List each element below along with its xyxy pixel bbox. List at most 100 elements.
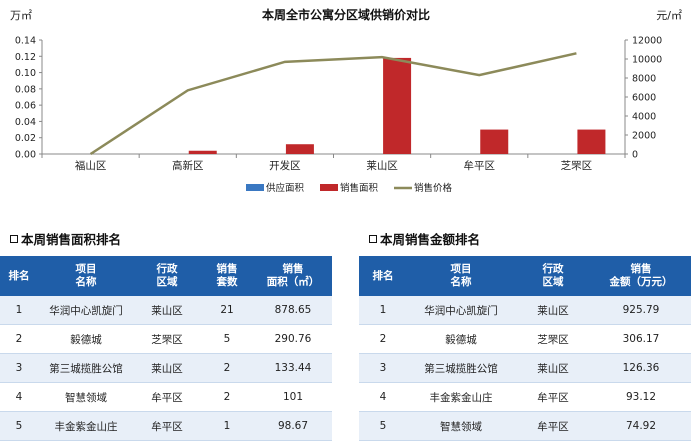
legend-swatch [320, 184, 338, 191]
table-cell: 芝罘区 [134, 324, 200, 354]
chart-bars [188, 57, 606, 154]
chart-title: 本周全市公寓分区域供销价对比 [262, 7, 430, 22]
table-row: 5 丰金紫金山庄 牟平区 1 98.67 [0, 411, 332, 441]
table-cell: 第三城揽胜公馆 [38, 353, 134, 383]
table-cell: 93.12 [591, 382, 691, 412]
table-cell: 1 [359, 296, 407, 325]
table-cell: 21 [200, 296, 254, 325]
amount-ranking-title: 本周销售金额排名 [369, 229, 480, 248]
table-row: 4 智慧领域 牟平区 2 101 [0, 382, 332, 412]
table-row: 1 华润中心凯旋门 莱山区 925.79 [359, 296, 691, 325]
table-cell: 毅德城 [38, 324, 134, 354]
column-header-label: 排名 [372, 269, 394, 282]
table-cell: 5 [200, 324, 254, 354]
table-cell: 2 [200, 382, 254, 412]
bar-销售面积 [480, 129, 509, 154]
left-tick-label: 0.08 [15, 84, 36, 95]
table-cell: 306.17 [591, 324, 691, 354]
table-cell: 牟平区 [515, 382, 591, 412]
right-tick-label: 0 [632, 150, 638, 161]
left-tick-label: 0.12 [15, 52, 36, 63]
left-tick-label: 0.02 [15, 133, 36, 144]
amount-ranking-title-text: 本周销售金额排名 [380, 232, 481, 247]
table-header-row: 排名 项目 名称 行政 区域 销售 金额（万元） [359, 256, 691, 296]
legend-swatch [246, 184, 264, 191]
left-tick-label: 0.10 [15, 68, 36, 79]
table-cell: 牟平区 [515, 411, 591, 441]
square-bullet-icon [10, 235, 18, 243]
amount-ranking-table: 排名 项目 名称 行政 区域 销售 金额（万元） 1 华润中心凯旋门 莱山区 925.79 2… [359, 256, 691, 441]
table-cell: 莱山区 [515, 353, 591, 383]
right-tick-label: 4000 [632, 112, 656, 123]
column-header-label: 销售 金额（万元） [609, 263, 673, 288]
table-cell: 第三城揽胜公馆 [407, 353, 515, 383]
legend-label: 销售面积 [340, 182, 379, 194]
right-axis-unit: 元/㎡ [656, 9, 682, 22]
table-cell: 华润中心凯旋门 [38, 296, 134, 325]
bar-销售面积 [383, 57, 412, 154]
x-category-label: 高新区 [172, 159, 204, 172]
table-cell: 290.76 [254, 324, 332, 354]
square-bullet-icon [369, 235, 377, 243]
column-header: 排名 [0, 256, 38, 296]
column-header-label: 项目 名称 [450, 263, 472, 288]
left-tick-label: 0.00 [15, 150, 36, 161]
table-cell: 1 [200, 411, 254, 441]
table-row: 3 第三城揽胜公馆 莱山区 2 133.44 [0, 353, 332, 383]
legend-label: 销售价格 [414, 182, 453, 194]
table-cell: 智慧领域 [407, 411, 515, 441]
table-cell: 1 [0, 296, 38, 325]
chart-axes: 0.00 0.02 0.04 0.06 0.08 0.10 0.12 0.14 0 2000 400… [15, 36, 662, 161]
right-tick-label: 12000 [632, 36, 662, 47]
table-cell: 2 [0, 324, 38, 354]
table-row: 3 第三城揽胜公馆 莱山区 126.36 [359, 353, 691, 383]
chart-legend: 供应面积 销售面积 销售价格 [246, 182, 453, 194]
table-cell: 101 [254, 382, 332, 412]
table-cell: 5 [359, 411, 407, 441]
column-header-label: 销售 套数 [216, 263, 238, 288]
area-ranking-title: 本周销售面积排名 [10, 229, 121, 248]
column-header: 销售 金额（万元） [591, 256, 691, 296]
x-category-label: 芝罘区 [561, 159, 593, 172]
table-row: 4 丰金紫金山庄 牟平区 93.12 [359, 382, 691, 412]
column-header: 行政 区域 [134, 256, 200, 296]
column-header: 项目 名称 [407, 256, 515, 296]
table-cell: 牟平区 [134, 411, 200, 441]
table-cell: 2 [200, 353, 254, 383]
table-cell: 智慧领域 [38, 382, 134, 412]
chart-price-line [89, 52, 577, 156]
sales-chart: 本周全市公寓分区域供销价对比 万㎡ 元/㎡ 0.000.020.040.060.… [10, 7, 682, 194]
left-tick-label: 0.14 [15, 36, 36, 47]
column-header: 销售 面积（㎡） [254, 256, 332, 296]
column-header: 项目 名称 [38, 256, 134, 296]
table-cell: 牟平区 [134, 382, 200, 412]
column-header-label: 行政 区域 [542, 263, 564, 288]
column-header-label: 排名 [8, 269, 30, 282]
column-header: 行政 区域 [515, 256, 591, 296]
legend-label: 供应面积 [266, 182, 305, 194]
left-axis-unit: 万㎡ [10, 9, 32, 22]
table-cell: 2 [359, 324, 407, 354]
table-cell: 74.92 [591, 411, 691, 441]
table-header-row: 排名 项目 名称 行政 区域 销售 套数 销售 面积（㎡） [0, 256, 332, 296]
table-cell: 华润中心凯旋门 [407, 296, 515, 325]
column-header-label: 销售 面积（㎡） [266, 263, 320, 288]
table-row: 5 智慧领域 牟平区 74.92 [359, 411, 691, 441]
right-tick-label: 10000 [632, 55, 662, 66]
table-cell: 芝罘区 [515, 324, 591, 354]
x-category-label: 开发区 [269, 159, 301, 172]
table-cell: 3 [0, 353, 38, 383]
bar-销售面积 [285, 144, 314, 154]
table-cell: 878.65 [254, 296, 332, 325]
table-cell: 98.67 [254, 411, 332, 441]
table-cell: 莱山区 [515, 296, 591, 325]
area-ranking-table: 排名 项目 名称 行政 区域 销售 套数 销售 面积（㎡） 1 华润中心凯旋门 莱山区 21 8… [0, 256, 332, 441]
column-header: 排名 [359, 256, 407, 296]
x-category-label: 福山区 [75, 159, 107, 172]
line-销售价格 [89, 52, 577, 156]
table-cell: 4 [0, 382, 38, 412]
area-ranking-title-text: 本周销售面积排名 [21, 232, 122, 247]
right-tick-label: 2000 [632, 131, 656, 142]
table-cell: 毅德城 [407, 324, 515, 354]
right-tick-label: 6000 [632, 93, 656, 104]
